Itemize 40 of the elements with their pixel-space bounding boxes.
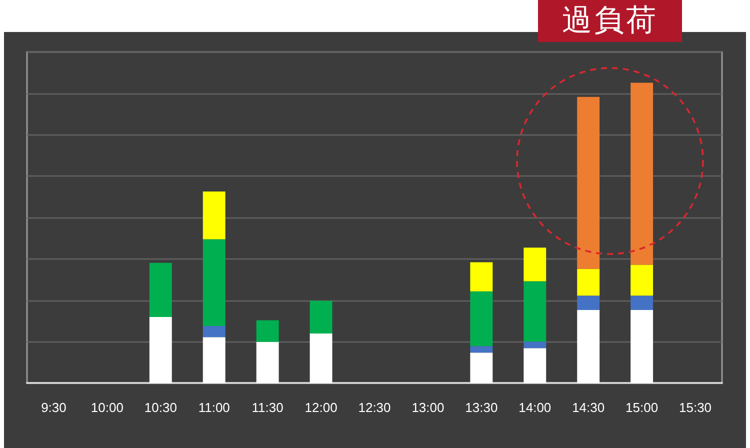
- bar: [202, 326, 226, 338]
- x-tick-label: 15:30: [678, 400, 712, 415]
- bar: [470, 262, 493, 292]
- x-tick-label: 9:30: [41, 400, 66, 415]
- bar: [310, 333, 332, 383]
- x-tick-label: 13:30: [465, 400, 498, 415]
- text: 過負荷: [538, 0, 682, 42]
- bar: [470, 352, 493, 383]
- x-tick-label: 11:30: [252, 400, 284, 415]
- x-tick-label: 12:30: [358, 400, 391, 415]
- bar: [524, 281, 546, 342]
- bar: [202, 337, 226, 383]
- x-tick-label: 12:00: [304, 400, 338, 415]
- x-tick-label: 11:00: [198, 400, 230, 415]
- bar: [256, 342, 279, 383]
- bar: [524, 342, 546, 348]
- bar: [470, 291, 493, 346]
- x-tick-label: 10:30: [144, 400, 177, 415]
- bar: [524, 348, 546, 383]
- bar: [149, 262, 172, 317]
- bar: [256, 320, 279, 342]
- bar: [202, 191, 226, 240]
- bar: [577, 310, 600, 383]
- bar: [470, 346, 493, 353]
- bar: [630, 264, 654, 296]
- x-tick-label: 13:00: [412, 400, 444, 415]
- bar: [577, 96, 600, 269]
- bar: [630, 310, 654, 383]
- bar: [310, 300, 332, 334]
- bar: [630, 296, 654, 310]
- bar: [630, 82, 654, 265]
- x-tick-label: 14:00: [518, 400, 552, 415]
- bar: [202, 239, 226, 326]
- bar: [577, 268, 600, 296]
- bar: [149, 316, 172, 383]
- x-tick-label: 10:00: [90, 400, 124, 415]
- x-tick-label: 14:30: [572, 400, 605, 415]
- bar: [577, 296, 600, 310]
- x-tick-label: 15:00: [626, 400, 658, 415]
- bar: [524, 248, 546, 282]
